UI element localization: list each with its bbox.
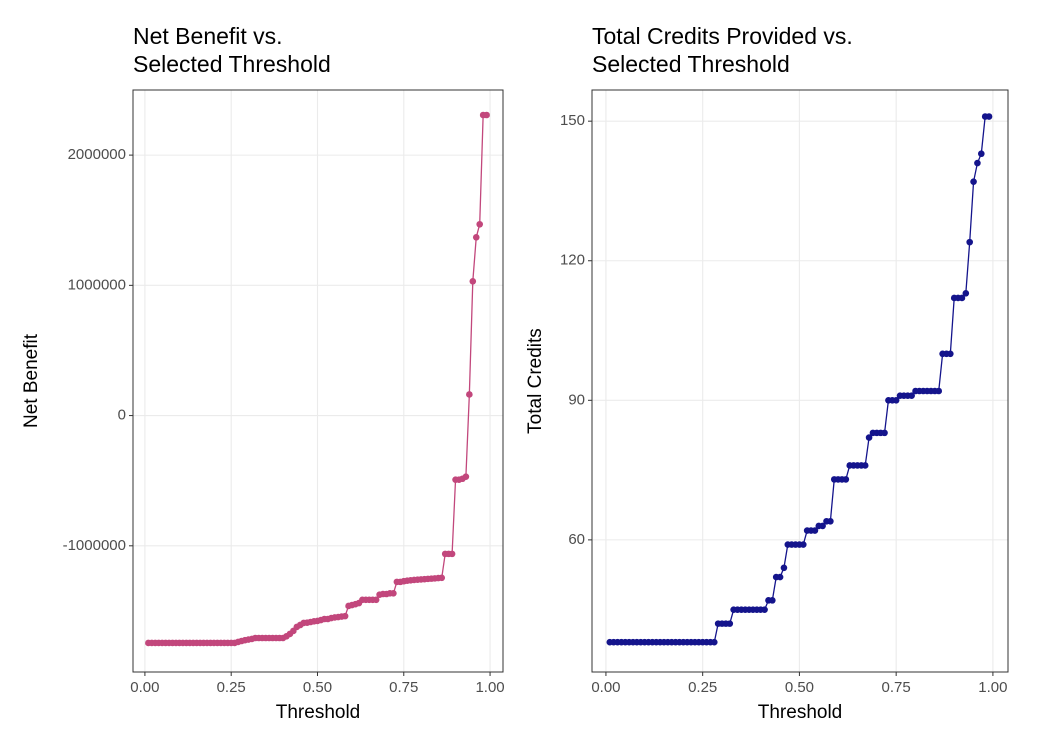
point	[819, 522, 826, 530]
point	[908, 392, 915, 399]
point	[476, 220, 484, 228]
point	[341, 612, 349, 620]
y-tick-label: 2000000	[68, 146, 126, 163]
point	[970, 178, 977, 185]
point	[985, 113, 993, 120]
y-axis-label: Total Credits	[525, 328, 546, 434]
point	[799, 541, 807, 548]
point	[881, 429, 888, 437]
point	[390, 590, 397, 597]
point	[462, 473, 470, 480]
y-tick-label: 1000000	[68, 276, 126, 293]
panel-border	[591, 89, 1009, 673]
point	[958, 294, 966, 302]
x-tick-label: 0.25	[217, 679, 246, 696]
panel-border	[132, 89, 504, 673]
chart-title: Net Benefit vs.	[133, 23, 283, 49]
x-tick-label: 1.00	[475, 679, 504, 696]
point	[761, 606, 768, 613]
x-tick-label: 0.75	[882, 679, 911, 696]
point	[827, 517, 834, 525]
x-tick-label: 1.00	[978, 679, 1007, 696]
y-tick-label: -1000000	[63, 537, 126, 554]
y-tick-label: 0	[118, 407, 126, 424]
point	[974, 159, 981, 167]
chart-title: Total Credits Provided vs.	[592, 23, 853, 49]
x-tick-label: 0.75	[389, 679, 418, 696]
chart-title: Selected Threshold	[592, 51, 790, 77]
point	[710, 638, 718, 646]
point	[726, 620, 734, 627]
point	[472, 233, 480, 241]
point	[892, 397, 900, 404]
x-tick-label: 0.50	[303, 679, 332, 696]
x-axis-label: Threshold	[758, 702, 843, 723]
y-axis-label: Net Benefit	[21, 333, 42, 428]
point	[769, 597, 776, 604]
point	[483, 111, 490, 119]
x-axis-label: Threshold	[276, 702, 361, 723]
point	[776, 573, 784, 581]
point	[780, 564, 788, 572]
point	[962, 290, 970, 297]
x-tick-label: 0.00	[591, 679, 620, 696]
point	[438, 574, 446, 582]
y-tick-label: 90	[568, 391, 585, 408]
point	[977, 150, 985, 158]
point	[811, 527, 819, 534]
point	[469, 278, 477, 285]
point	[966, 238, 973, 246]
point	[842, 476, 850, 483]
x-tick-label: 0.00	[130, 679, 159, 696]
point	[466, 391, 473, 398]
x-tick-label: 0.25	[688, 679, 717, 696]
point	[861, 462, 869, 469]
y-tick-label: 120	[560, 252, 585, 269]
point	[372, 596, 380, 604]
chart-title: Selected Threshold	[133, 51, 331, 77]
point	[935, 387, 943, 395]
y-tick-label: 60	[568, 531, 585, 548]
y-tick-label: 150	[560, 112, 585, 129]
x-tick-label: 0.50	[785, 679, 814, 696]
point	[865, 434, 873, 441]
point	[947, 350, 954, 358]
point	[448, 550, 456, 558]
